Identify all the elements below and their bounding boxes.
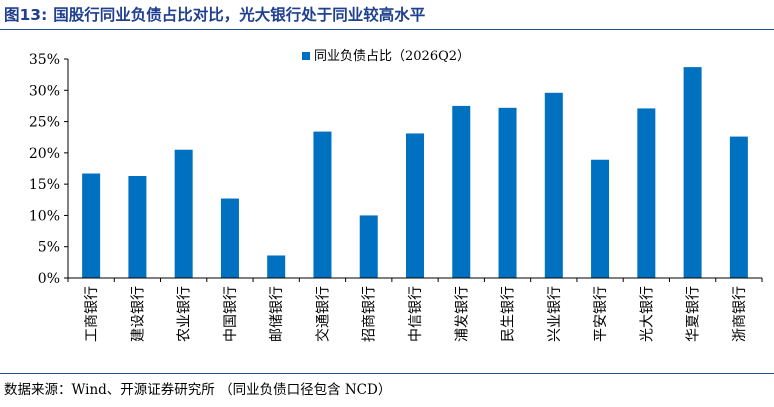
title-rule	[0, 29, 774, 30]
x-tick-label: 建设银行	[130, 286, 146, 342]
bars	[82, 67, 748, 279]
bar	[452, 105, 471, 278]
bar-chart: 同业负债占比（2026Q2） 0% 5% 10% 15% 20% 25% 30% 35% 工商…	[29, 49, 763, 342]
bar	[683, 67, 702, 279]
figure-number: 图13:	[4, 6, 48, 24]
x-tick-label: 农业银行	[177, 286, 193, 342]
x-tick-label: 工商银行	[84, 286, 100, 342]
x-tick-label: 华夏银行	[686, 286, 702, 342]
y-tick-label: 25%	[29, 115, 60, 131]
x-tick-label: 民生银行	[501, 286, 517, 342]
y-tick-label: 5%	[38, 240, 60, 256]
y-tick-label: 15%	[29, 177, 60, 193]
bar	[174, 149, 193, 278]
x-tick-label: 平安银行	[593, 286, 609, 342]
y-tick-label: 20%	[29, 146, 60, 162]
y-tick-label: 35%	[29, 52, 60, 68]
bar	[591, 159, 610, 278]
figure-title-text: 国股行同业负债占比对比，光大银行处于同业较高水平	[53, 6, 426, 24]
y-axis: 0% 5% 10% 15% 20% 25% 30% 35%	[29, 52, 69, 287]
figure-title: 图13: 国股行同业负债占比对比，光大银行处于同业较高水平	[4, 4, 770, 28]
bar	[406, 133, 424, 278]
bar	[729, 136, 748, 278]
bar	[544, 92, 563, 278]
bar	[128, 176, 147, 278]
legend-label: 同业负债占比（2026Q2）	[314, 49, 470, 64]
bar	[220, 198, 239, 278]
bar	[313, 131, 332, 278]
bar	[498, 107, 517, 278]
x-tick-label: 招商银行	[362, 286, 378, 342]
x-tick-label: 浙商银行	[732, 286, 748, 342]
x-tick-label: 中国银行	[223, 286, 239, 342]
y-tick-label: 0%	[38, 271, 60, 287]
x-tick-label: 浦发银行	[454, 286, 470, 342]
y-tick-label: 30%	[29, 83, 60, 99]
x-tick-label: 光大银行	[639, 286, 655, 342]
bar	[637, 108, 656, 278]
x-tick-label: 邮储银行	[269, 286, 285, 342]
x-tick-label: 交通银行	[314, 286, 331, 342]
bar	[82, 173, 101, 278]
source-note: 数据来源：Wind、开源证券研究所 （同业负债口径包含 NCD）	[4, 382, 392, 398]
bar	[359, 215, 378, 278]
source-rule	[0, 373, 774, 374]
legend-swatch	[302, 52, 310, 60]
legend: 同业负债占比（2026Q2）	[302, 49, 470, 64]
y-tick-label: 10%	[29, 208, 60, 224]
x-tick-label: 中信银行	[408, 286, 424, 342]
bar	[267, 255, 286, 278]
x-tick-label: 兴业银行	[547, 286, 563, 342]
x-axis: 工商银行 建设银行 农业银行 中国银行 邮储银行 交通银行 招商银行 中信银行 浦发银行 民生银行…	[67, 277, 763, 342]
